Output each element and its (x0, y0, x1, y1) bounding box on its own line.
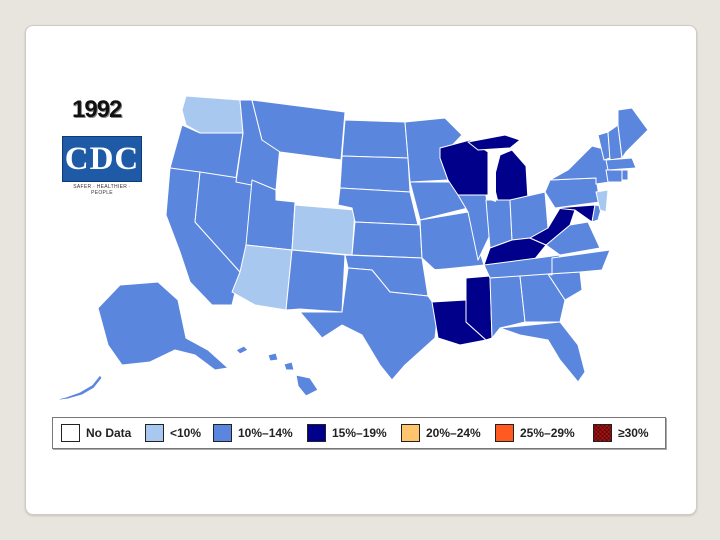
state-tx (299, 267, 439, 381)
legend-label: 15%–19% (332, 426, 387, 440)
legend-label: 10%–14% (238, 426, 293, 440)
legend-swatch (593, 424, 612, 442)
state-ga (519, 273, 566, 323)
state-co (291, 204, 356, 256)
state-wa (181, 95, 244, 134)
map-legend: No Data <10% 10%–14% 15%–19% 20%–24% 25%… (52, 417, 666, 449)
state-in (485, 199, 513, 249)
year-label: 1992 (72, 96, 122, 123)
state-ak-islands (57, 374, 103, 401)
legend-swatch (213, 424, 232, 442)
state-nj (595, 189, 609, 213)
state-ma (605, 157, 637, 171)
state-hi (235, 345, 319, 397)
state-sd (339, 155, 411, 193)
legend-swatch (495, 424, 514, 442)
legend-item-15-19: 15%–19% (307, 423, 387, 443)
state-mt (251, 99, 346, 161)
state-al (489, 275, 526, 339)
legend-swatch (145, 424, 164, 442)
state-wy (275, 155, 342, 206)
state-pa (544, 177, 601, 209)
state-ar (427, 267, 469, 303)
legend-item-20-24: 20%–24% (401, 423, 481, 443)
cdc-logo-text: CDC (64, 141, 140, 177)
state-il (457, 194, 491, 261)
state-nm (285, 249, 346, 313)
state-ct (605, 169, 623, 183)
legend-item-25-29: 25%–29% (495, 423, 575, 443)
legend-label: 25%–29% (520, 426, 575, 440)
state-ak (97, 281, 229, 371)
legend-item-lt10: <10% (145, 423, 201, 443)
state-me (617, 107, 649, 159)
state-fl (499, 321, 586, 383)
legend-swatch (401, 424, 420, 442)
us-choropleth-map (57, 95, 649, 401)
state-nd (341, 119, 409, 159)
lake-michigan (489, 158, 496, 202)
state-nc (547, 249, 611, 276)
cdc-logo: CDC SAFER · HEALTHIER · PEOPLE (62, 136, 142, 196)
state-ks (351, 221, 423, 259)
legend-label: 20%–24% (426, 426, 481, 440)
state-ri (621, 169, 629, 181)
legend-item-10-14: 10%–14% (213, 423, 293, 443)
state-ms (465, 275, 493, 341)
legend-item-ge30: ≥30% (593, 423, 649, 443)
cdc-logo-box (62, 136, 142, 182)
legend-item-no-data: No Data (61, 423, 131, 443)
cdc-logo-tagline: SAFER · HEALTHIER · PEOPLE (73, 184, 131, 196)
state-ny (549, 145, 611, 185)
legend-label: ≥30% (618, 426, 649, 440)
legend-label: <10% (170, 426, 202, 440)
legend-swatch (61, 424, 80, 442)
legend-swatch (307, 424, 326, 442)
legend-label: No Data (86, 426, 132, 440)
